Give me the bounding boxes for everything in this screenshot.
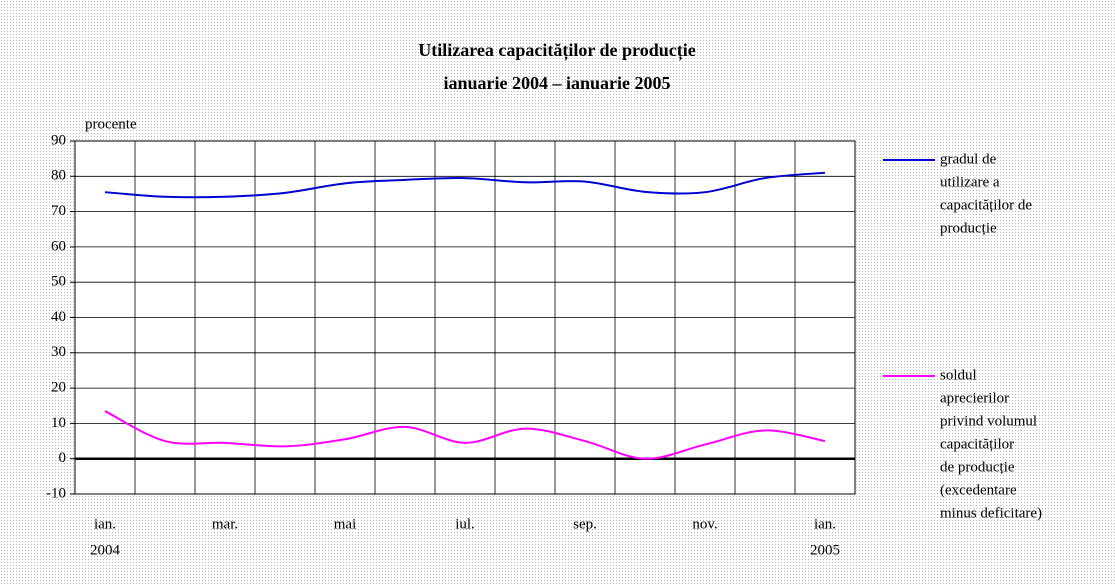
y-tick-label: 80 [51, 168, 66, 184]
x-tick-label: ian. [814, 516, 836, 532]
y-tick-label: 70 [51, 203, 66, 219]
x-tick-label: ian. [94, 516, 116, 532]
y-tick-label: 40 [51, 309, 66, 325]
y-tick-label: 50 [51, 274, 66, 290]
y-tick-label: -10 [46, 485, 66, 501]
x-tick-label: mai [334, 516, 357, 532]
x-tick-label: 2005 [810, 542, 840, 558]
series-line [104, 171, 826, 199]
y-tick-label: 30 [51, 344, 66, 360]
legend-label: (excedentare [940, 482, 1017, 498]
legend-label: gradul de [940, 151, 997, 167]
legend-label: privind volumul [940, 413, 1037, 429]
y-tick-label: 90 [51, 132, 66, 148]
y-tick-label: 10 [51, 415, 66, 431]
legend-label: aprecierilor [940, 390, 1009, 406]
y-axis-label: procente [85, 116, 137, 132]
legend-label: de producție [940, 459, 1015, 475]
y-tick-label: 20 [51, 380, 66, 396]
x-tick-label: iul. [455, 516, 475, 532]
x-tick-label: mar. [212, 516, 238, 532]
legend-label: utilizare a [940, 174, 1000, 190]
chart-subtitle: ianuarie 2004 – ianuarie 2005 [443, 73, 670, 93]
legend-label: producție [940, 220, 997, 236]
legend-label: capacităților de [940, 197, 1032, 213]
x-tick-label: nov. [692, 516, 717, 532]
series-line [104, 410, 826, 460]
chart-title: Utilizarea capacităților de producție [418, 40, 695, 61]
legend-label: soldul [940, 367, 977, 383]
y-tick-label: 0 [59, 450, 67, 466]
y-tick-label: 60 [51, 238, 66, 254]
x-tick-label: sep. [573, 516, 597, 532]
x-tick-label: 2004 [90, 542, 121, 558]
legend-label: capacităților [940, 436, 1014, 452]
legend-label: minus deficitare) [940, 505, 1042, 521]
